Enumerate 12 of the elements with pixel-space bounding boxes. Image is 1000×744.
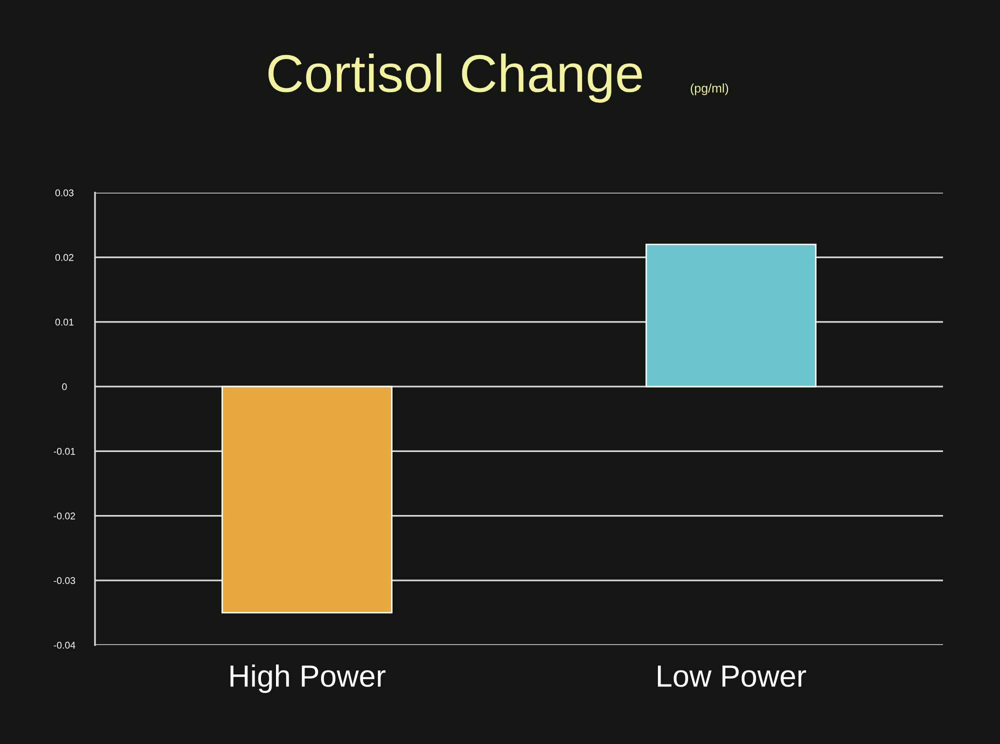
y-tick-label: 0.02 (55, 254, 74, 261)
y-tick-label: 0.01 (55, 318, 74, 326)
y-tick-label: 0.03 (55, 189, 74, 196)
y-tick-label: -0.03 (54, 577, 76, 584)
chart-title: Cortisol Change (268, 54, 642, 103)
chart-subtitle: (pg/ml) (690, 83, 728, 96)
x-tick-label: High Power (230, 664, 386, 693)
x-tick-label: Low Power (658, 666, 806, 687)
y-tick-label: -0.04 (54, 642, 76, 649)
y-tick-label: 0 (62, 383, 67, 390)
y-tick-label: -0.02 (54, 512, 76, 520)
y-tick-label: -0.01 (54, 448, 76, 455)
